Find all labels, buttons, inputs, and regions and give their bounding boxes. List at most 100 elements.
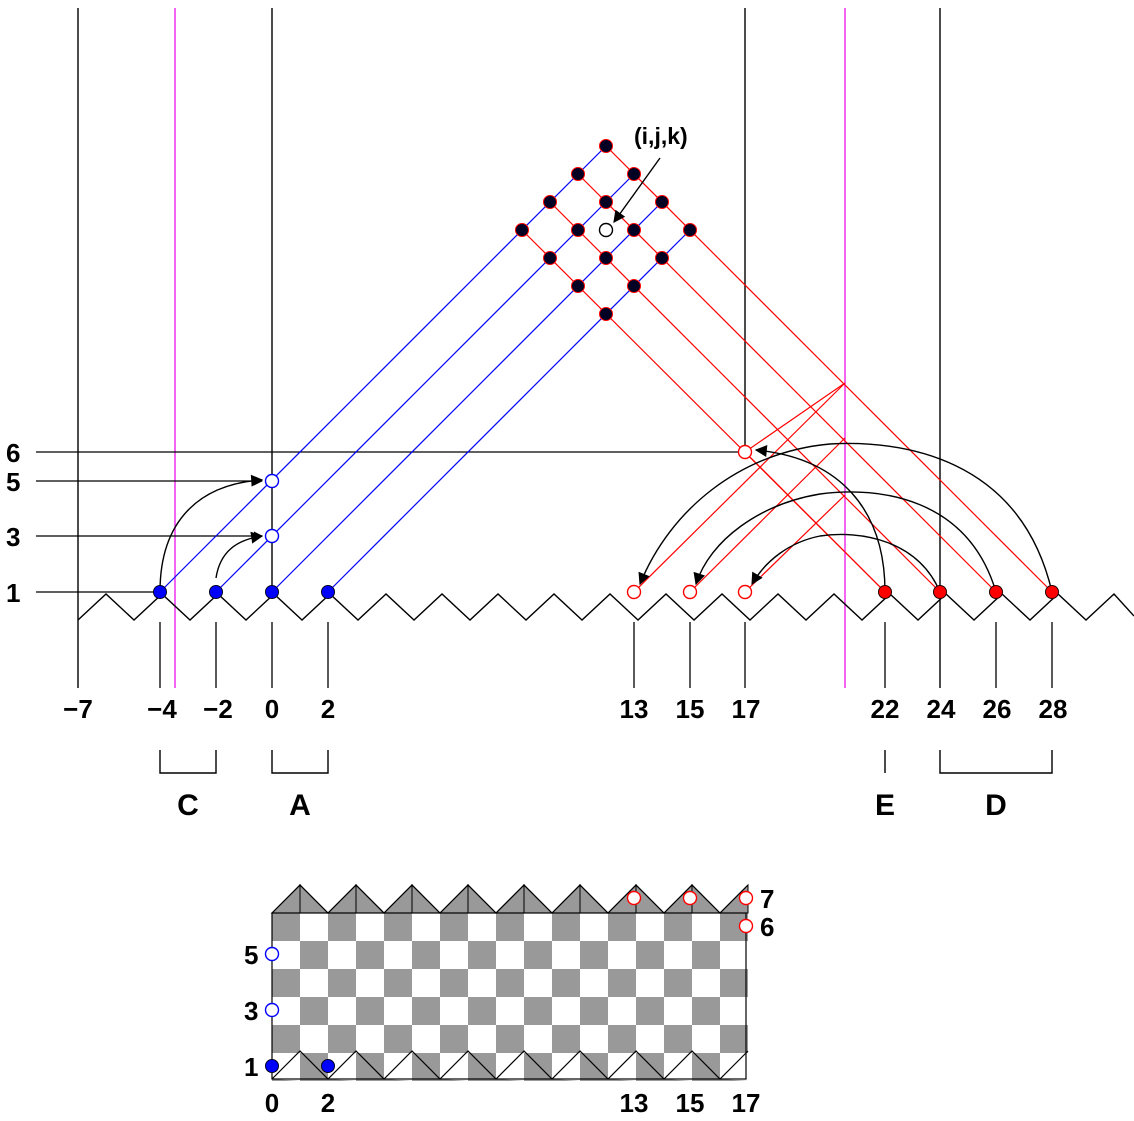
board-cell — [328, 969, 356, 997]
red-diag-3 — [549, 201, 941, 593]
bracket-C — [159, 750, 217, 774]
board-cell — [356, 1025, 384, 1053]
blue-open-point-5 — [264, 473, 280, 489]
board-cell — [468, 1025, 496, 1053]
board-cell — [720, 969, 748, 997]
board-cell — [636, 969, 664, 997]
board-cell — [328, 913, 356, 941]
x-axis-labels: −7 −4 −2 0 2 13 15 17 22 24 26 28 — [63, 694, 1067, 724]
board-cell — [580, 913, 608, 941]
group-label-E: E — [875, 789, 895, 822]
lattice-node — [571, 167, 585, 181]
y-label: 3 — [6, 522, 20, 552]
tick-drops — [159, 622, 1053, 688]
blue-diag-1 — [159, 145, 607, 593]
blue-point-2 — [321, 585, 335, 599]
blue-open-point-3 — [264, 528, 280, 544]
board-open-points — [264, 890, 754, 1018]
board-cell — [384, 941, 412, 969]
zigzag-baseline — [77, 593, 1134, 621]
board-x-labels: 0 2 13 15 17 — [265, 1088, 761, 1118]
blue-diag-2 — [215, 173, 635, 593]
board-cell — [636, 1053, 664, 1081]
board-cell — [524, 1053, 552, 1081]
x-label: −4 — [147, 694, 177, 724]
board-cell — [636, 1025, 664, 1053]
board-cell — [328, 1025, 356, 1053]
vertical-lines — [77, 8, 941, 688]
arc-22-to-6 — [754, 445, 886, 593]
x-label: 15 — [676, 694, 705, 724]
lattice-node — [515, 223, 529, 237]
board-cell — [608, 1025, 636, 1053]
board-cell — [468, 941, 496, 969]
board-cell — [356, 913, 384, 941]
x-label: −7 — [63, 694, 93, 724]
arc-28-to-13 — [638, 442, 1053, 593]
board-cell — [356, 969, 384, 997]
board-cell — [580, 969, 608, 997]
lattice-node — [599, 139, 613, 153]
board-y-label: 3 — [244, 996, 258, 1026]
board-blue-point-2 — [321, 1059, 335, 1073]
board-cell — [384, 997, 412, 1025]
bracket-A — [271, 750, 329, 774]
board-cell — [496, 913, 524, 941]
level-lines — [36, 451, 745, 593]
lattice-nodes — [515, 139, 697, 321]
board-cell — [524, 941, 552, 969]
board-cell — [412, 997, 440, 1025]
arcs — [159, 442, 1053, 593]
blue-start-points — [153, 585, 335, 599]
board-cell — [356, 941, 384, 969]
group-label-A: A — [289, 789, 311, 822]
magenta-lines — [174, 8, 846, 688]
board-cell — [552, 941, 580, 969]
y-label: 5 — [6, 467, 20, 497]
arc-minus4-to-5 — [159, 474, 264, 593]
red-reflect-3 — [744, 494, 846, 593]
board-cell — [440, 913, 468, 941]
board-cell — [636, 913, 664, 941]
board-cell — [384, 913, 412, 941]
board-cell — [692, 941, 720, 969]
board-cell — [664, 1025, 692, 1053]
board-cell — [692, 1053, 720, 1081]
board-cell — [300, 913, 328, 941]
board-cell — [384, 1025, 412, 1053]
board-x-label: 13 — [620, 1088, 649, 1118]
lattice-node — [655, 195, 669, 209]
board-cell — [580, 1025, 608, 1053]
board-y-label: 6 — [760, 912, 774, 942]
board-cell — [608, 969, 636, 997]
group-labels: C A E D — [177, 789, 1007, 822]
board-cell — [384, 1053, 412, 1081]
red-start-points — [878, 585, 1059, 599]
board-cell — [412, 941, 440, 969]
board-blue-open-5 — [264, 946, 280, 962]
board-cell — [580, 997, 608, 1025]
board-cell — [496, 969, 524, 997]
x-label: 28 — [1039, 694, 1068, 724]
arc-24-to-17 — [751, 533, 941, 593]
board-cell — [496, 1025, 524, 1053]
board-cell — [412, 1053, 440, 1081]
board-cell — [412, 1025, 440, 1053]
board-cell — [608, 913, 636, 941]
board-cell — [720, 1025, 748, 1053]
board-blue-open-3 — [264, 1002, 280, 1018]
blue-open-points — [264, 473, 280, 544]
board-cell — [552, 969, 580, 997]
board-cell — [552, 997, 580, 1025]
board-cell — [720, 1053, 748, 1081]
y-label: 1 — [6, 578, 20, 608]
board-cell — [272, 969, 300, 997]
x-label: 13 — [620, 694, 649, 724]
red-open-point-17 — [737, 584, 753, 600]
red-diagonals — [521, 145, 1053, 593]
red-open-point-15 — [682, 584, 698, 600]
lattice-node — [627, 167, 641, 181]
board-top-zigzag — [271, 884, 749, 914]
board-cell — [636, 941, 664, 969]
board-y-label: 1 — [244, 1052, 258, 1082]
